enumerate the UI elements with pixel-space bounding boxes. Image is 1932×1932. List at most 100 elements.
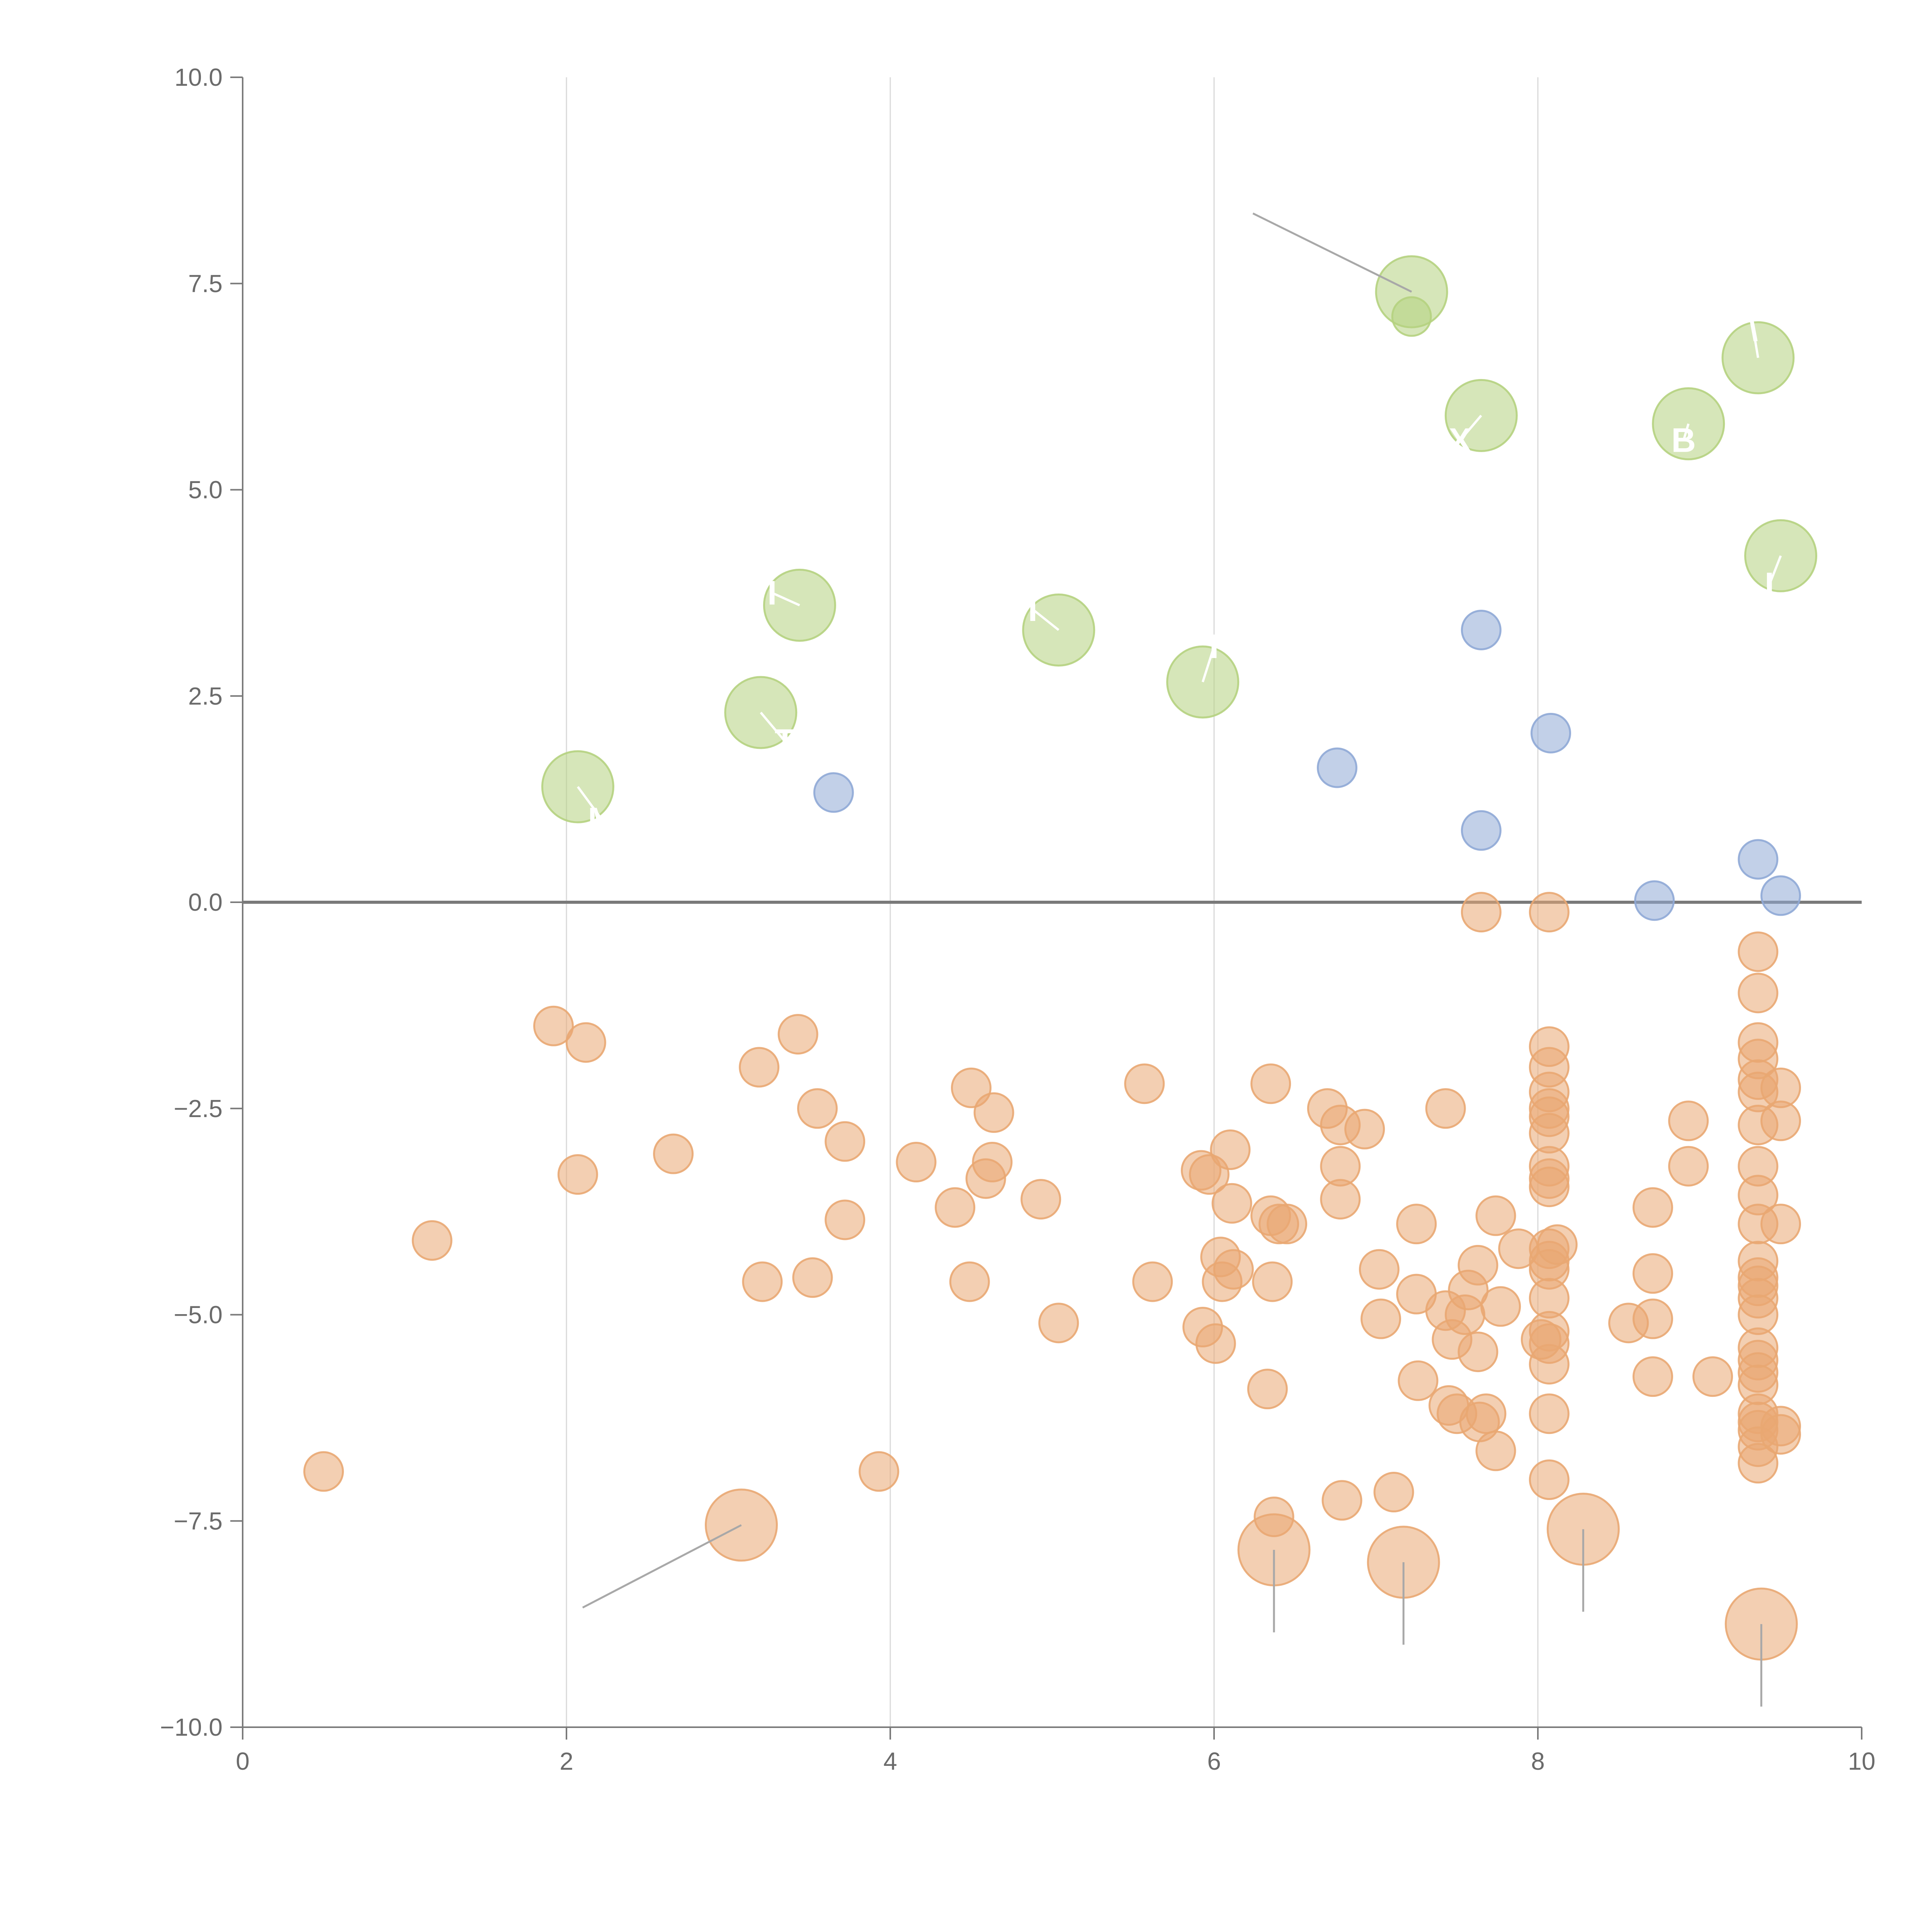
point-orange-small bbox=[1320, 1179, 1361, 1220]
point-orange-small bbox=[1692, 1356, 1733, 1397]
point-blue bbox=[1738, 839, 1779, 880]
point-orange-small bbox=[1760, 1414, 1801, 1455]
annotation-leader-line bbox=[1682, 423, 1690, 441]
y-tick-label: −10.0 bbox=[160, 1713, 223, 1741]
y-tick-label: 7.5 bbox=[188, 270, 223, 298]
point-orange-small bbox=[1361, 1298, 1401, 1339]
point-orange-small bbox=[1461, 892, 1502, 933]
point-blue bbox=[813, 772, 854, 813]
point-blue bbox=[1760, 875, 1801, 916]
point-orange-small bbox=[896, 1142, 937, 1183]
x-tick-label: 6 bbox=[1207, 1747, 1221, 1775]
point-orange-small bbox=[1760, 1204, 1801, 1245]
annotation-leader-line bbox=[1752, 328, 1759, 358]
annotation-label: I bbox=[1209, 627, 1219, 665]
point-orange-small bbox=[565, 1022, 606, 1063]
point-orange-small bbox=[1475, 1195, 1516, 1236]
point-orange-small bbox=[1475, 1430, 1516, 1471]
point-orange-small bbox=[1668, 1100, 1709, 1141]
annotation-label: I bbox=[1765, 565, 1774, 604]
annotation-leader-line bbox=[1201, 646, 1215, 682]
point-blue bbox=[1461, 810, 1502, 851]
point-orange-small bbox=[1632, 1253, 1673, 1294]
point-orange-small bbox=[1738, 1443, 1779, 1484]
point-orange-small bbox=[777, 1014, 818, 1055]
point-green-small bbox=[1391, 296, 1432, 337]
y-tick-label: 10.0 bbox=[174, 63, 223, 91]
point-orange-small bbox=[1252, 1261, 1293, 1302]
x-tick-label: 10 bbox=[1848, 1747, 1875, 1775]
point-orange-small bbox=[1529, 1393, 1570, 1434]
point-orange-small bbox=[972, 1142, 1013, 1183]
point-orange-small bbox=[1480, 1286, 1521, 1327]
annotation-leader-line bbox=[1768, 555, 1782, 585]
point-orange-small bbox=[739, 1047, 780, 1088]
point-orange-small bbox=[1458, 1332, 1498, 1372]
point-orange-small bbox=[1267, 1204, 1308, 1245]
point-orange-small bbox=[792, 1257, 833, 1298]
point-orange-small bbox=[1398, 1360, 1439, 1401]
point-orange-small bbox=[1250, 1063, 1291, 1104]
point-orange-small bbox=[825, 1121, 866, 1162]
y-tick-label: −2.5 bbox=[174, 1095, 223, 1122]
x-tick-label: 0 bbox=[236, 1747, 250, 1775]
point-orange-small bbox=[1020, 1179, 1061, 1220]
point-orange-small bbox=[1632, 1298, 1673, 1339]
point-orange-small bbox=[1632, 1187, 1673, 1228]
point-orange-small bbox=[1359, 1249, 1400, 1290]
point-orange-small bbox=[1520, 1319, 1561, 1360]
point-orange-small bbox=[557, 1154, 598, 1195]
x-tick-label: 2 bbox=[560, 1747, 573, 1775]
axes: 10.0 7.5 5.0 2.5 0.0 −2.5 −5.0 −7.5 −10.0 0 2 4 6 8 10 bbox=[160, 63, 1876, 1775]
point-orange-small bbox=[412, 1220, 452, 1261]
point-orange-small bbox=[1632, 1356, 1673, 1397]
point-orange-small bbox=[1425, 1088, 1466, 1129]
annotation-leader-line bbox=[582, 1524, 742, 1609]
annotation-leader-line bbox=[577, 786, 603, 821]
point-orange-small bbox=[825, 1199, 866, 1240]
y-tick-label: 5.0 bbox=[188, 476, 223, 504]
data-points bbox=[303, 255, 1817, 1661]
y-tick-label: 0.0 bbox=[188, 888, 223, 916]
point-orange-small bbox=[797, 1088, 838, 1129]
point-orange-small bbox=[1132, 1261, 1173, 1302]
point-blue bbox=[1461, 609, 1502, 650]
annotation-leader-line bbox=[1459, 415, 1482, 441]
point-orange-small bbox=[1247, 1369, 1288, 1410]
point-orange-small bbox=[1529, 1459, 1570, 1500]
annotation-label: M bbox=[588, 801, 616, 839]
point-orange-small bbox=[1038, 1303, 1079, 1344]
annotation-leader-line bbox=[760, 712, 786, 742]
point-orange-small bbox=[742, 1261, 783, 1302]
point-blue bbox=[1634, 880, 1675, 921]
point-orange-small bbox=[1344, 1109, 1385, 1150]
point-blue bbox=[1531, 713, 1571, 753]
x-tick-label: 8 bbox=[1531, 1747, 1545, 1775]
annotation-leader-line bbox=[1032, 608, 1060, 631]
point-orange-small bbox=[1738, 931, 1779, 972]
annotation-label: X bbox=[1449, 421, 1472, 459]
y-tick-label: 2.5 bbox=[188, 682, 223, 710]
point-orange-small bbox=[1210, 1129, 1251, 1170]
annotation-leader-line bbox=[771, 592, 800, 607]
point-orange-small bbox=[653, 1133, 694, 1174]
point-orange-small bbox=[1466, 1393, 1507, 1434]
point-orange-small bbox=[1124, 1063, 1165, 1104]
point-orange-small bbox=[859, 1451, 900, 1492]
point-orange-small bbox=[1396, 1204, 1437, 1245]
point-orange-small bbox=[1321, 1480, 1362, 1521]
point-orange-small bbox=[533, 1005, 574, 1046]
point-orange-small bbox=[935, 1187, 976, 1228]
point-orange-small bbox=[1213, 1249, 1254, 1290]
annotation-label: \ bbox=[1748, 310, 1758, 348]
point-orange-small bbox=[1760, 1100, 1801, 1141]
y-tick-label: −7.5 bbox=[174, 1507, 223, 1535]
point-orange-small bbox=[1537, 1224, 1578, 1265]
annotation-label: T bbox=[775, 722, 796, 760]
annotation-label: B bbox=[1671, 421, 1696, 459]
point-blue bbox=[1316, 747, 1357, 788]
annotation-leader-line bbox=[1252, 213, 1412, 293]
point-orange-small bbox=[973, 1092, 1014, 1133]
annotations: M T I I I X B \ I bbox=[577, 213, 1782, 1707]
